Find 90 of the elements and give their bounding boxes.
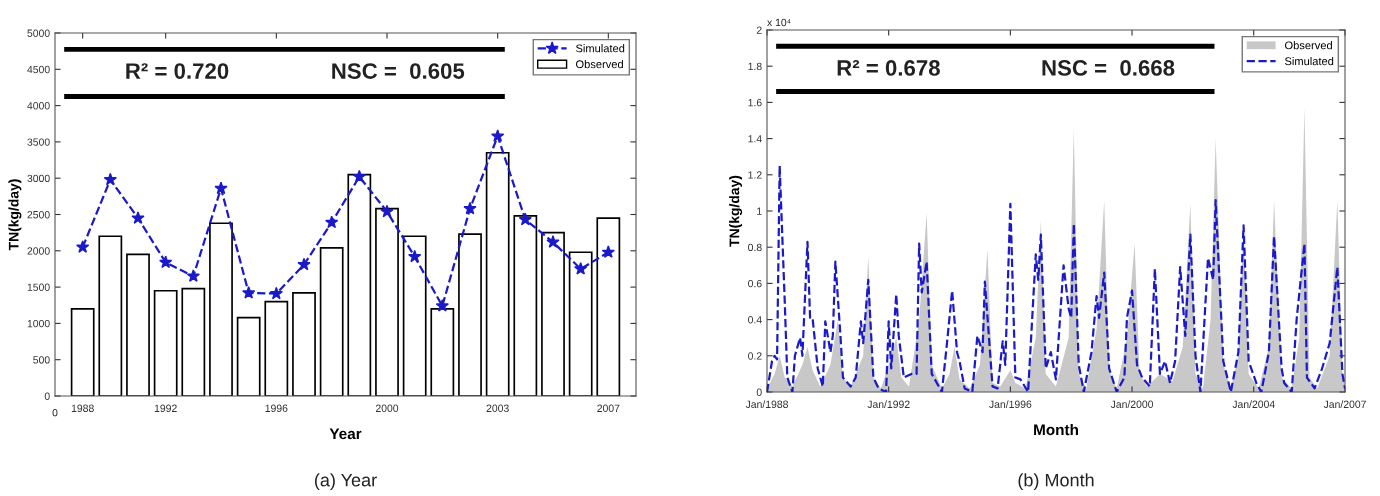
point xyxy=(352,169,366,183)
point xyxy=(491,129,505,142)
bar xyxy=(596,217,621,396)
bar xyxy=(568,251,593,396)
bar xyxy=(402,235,427,396)
legend-label: Simulated xyxy=(1284,57,1334,66)
point xyxy=(186,269,200,282)
x-tick-label: Jan/1992 xyxy=(867,400,910,408)
y-tick-label: 4500 xyxy=(27,65,50,74)
x-tick-label: 1992 xyxy=(154,404,177,412)
y-tick-label: 1.8 xyxy=(748,62,762,71)
legend-label: Observed xyxy=(576,60,623,69)
point xyxy=(103,172,117,186)
bar xyxy=(375,207,399,396)
point xyxy=(242,285,256,299)
legend-label: Simulated xyxy=(575,44,625,53)
y-tick-label: 1 xyxy=(757,207,762,215)
text: (a) Year xyxy=(314,473,377,491)
y-tick-label: 2000 xyxy=(27,247,50,255)
annotation: R² = 0.678 xyxy=(837,60,940,76)
y-tick-label: 3500 xyxy=(27,138,50,146)
x-tick-label: Jan/2004 xyxy=(1232,400,1275,408)
x-tick-label: Jan/2007 xyxy=(1323,400,1366,408)
y-tick-label: 500 xyxy=(33,356,50,364)
annotation: R² = 0.720 xyxy=(126,63,229,79)
point xyxy=(546,235,560,248)
point xyxy=(408,249,422,263)
y-tick-label: 2500 xyxy=(27,211,50,219)
point xyxy=(269,286,283,300)
point xyxy=(325,215,339,229)
y-tick-label: 5000 xyxy=(27,29,50,37)
x-tick-label: Jan/1988 xyxy=(745,400,788,408)
annotation: NSC = 0.605 xyxy=(332,63,465,79)
y-tick-label: 0.8 xyxy=(748,243,762,252)
bar xyxy=(347,173,372,396)
text: x 10⁴ xyxy=(767,18,791,27)
bar xyxy=(70,308,95,396)
bar xyxy=(485,151,510,396)
x-tick-label: Jan/1996 xyxy=(989,400,1032,408)
point xyxy=(574,262,588,275)
bar xyxy=(236,316,261,396)
x-tick-label: 2007 xyxy=(597,404,620,412)
point xyxy=(297,257,311,271)
y-tick-label: 0.2 xyxy=(748,352,762,360)
point xyxy=(463,201,477,215)
x-axis-title: Year xyxy=(329,428,362,440)
bar xyxy=(209,222,233,396)
legend-label: Observed xyxy=(1285,41,1332,50)
point xyxy=(214,181,228,195)
point xyxy=(159,255,173,269)
y-tick-label: 2 xyxy=(756,26,762,34)
point xyxy=(435,299,449,312)
y-tick-label: 1000 xyxy=(27,319,50,328)
y-tick-label: 0 xyxy=(756,388,762,396)
bar xyxy=(126,253,150,396)
text: (b) Month xyxy=(1018,473,1094,491)
bar xyxy=(181,287,206,396)
point xyxy=(76,240,90,253)
bar xyxy=(292,292,316,396)
x-tick-label: 1988 xyxy=(71,404,94,412)
x-tick-label: 2000 xyxy=(375,404,399,412)
y-tick-label: 1.4 xyxy=(748,135,762,143)
x-tick-label: 1996 xyxy=(265,404,288,412)
annotation: NSC = 0.668 xyxy=(1042,60,1175,76)
y-tick-label: 1.6 xyxy=(748,98,762,107)
bar xyxy=(264,300,289,396)
point xyxy=(518,212,532,226)
y-tick-label: 3000 xyxy=(27,174,50,183)
point xyxy=(380,204,394,218)
y-tick-label: 4000 xyxy=(27,102,50,110)
x-tick-label: Jan/2000 xyxy=(1110,400,1154,408)
y-tick-label: 0.4 xyxy=(748,316,762,324)
bar xyxy=(430,308,455,396)
bar xyxy=(319,247,344,396)
x-axis-title: Month xyxy=(1034,423,1078,436)
y-tick-label: 1500 xyxy=(27,283,50,291)
text: 0 xyxy=(52,408,58,417)
y-tick-label: 0.6 xyxy=(748,279,762,288)
y-tick-label: 0 xyxy=(44,392,50,400)
point xyxy=(601,245,615,259)
y-axis-title: TN(kg/day) xyxy=(8,179,22,251)
x-tick-label: 2003 xyxy=(486,404,509,412)
bar xyxy=(458,233,482,396)
bar xyxy=(98,235,123,396)
bar xyxy=(153,289,178,396)
bar xyxy=(513,215,538,396)
bar xyxy=(541,231,565,396)
point xyxy=(131,211,145,224)
y-axis-title: TN(kg/day) xyxy=(729,175,743,247)
y-tick-label: 1.2 xyxy=(748,171,762,179)
